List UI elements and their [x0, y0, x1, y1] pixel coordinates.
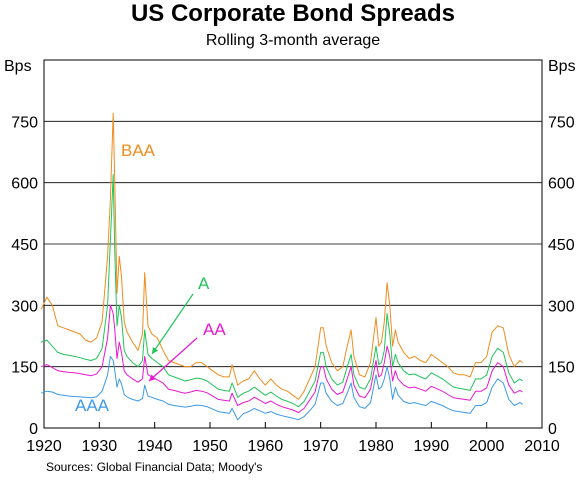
- y-tick-right-600: 600: [548, 176, 575, 193]
- plot-frame: [43, 59, 543, 429]
- x-tick-label-1960: 1960: [248, 438, 284, 455]
- chart-title: US Corporate Bond Spreads: [130, 0, 456, 27]
- x-tick-label-2000: 2000: [469, 438, 505, 455]
- x-tick-label-1940: 1940: [137, 438, 173, 455]
- annotation-label-baa: BAA: [121, 141, 156, 160]
- y-tick-right-300: 300: [548, 298, 575, 315]
- x-tick-label-1950: 1950: [192, 438, 228, 455]
- y-tick-left-450: 450: [11, 237, 38, 254]
- source-note: Sources: Global Financial Data; Moody's: [46, 460, 263, 474]
- x-tick-label-1920: 1920: [26, 438, 62, 455]
- y-tick-right-150: 150: [548, 360, 575, 377]
- series-line-aaa: [41, 355, 523, 421]
- series-line-a: [41, 174, 523, 408]
- x-tick-label-1930: 1930: [82, 438, 118, 455]
- y-tick-left-300: 300: [11, 298, 38, 315]
- x-tick-label-1970: 1970: [303, 438, 339, 455]
- y-tick-left-150: 150: [11, 360, 38, 377]
- annotation-label-aa: AA: [203, 320, 226, 339]
- x-tick-label-1980: 1980: [358, 438, 394, 455]
- x-tick-label-1990: 1990: [414, 438, 450, 455]
- right-axis-unit: Bps: [548, 58, 576, 75]
- chart-subtitle: Rolling 3-month average: [205, 32, 381, 49]
- annotation-label-aaa: AAA: [75, 396, 110, 415]
- arrow-a-head: [152, 347, 159, 354]
- x-tick-label-2010: 2010: [524, 438, 560, 455]
- y-tick-left-750: 750: [11, 114, 38, 131]
- y-tick-right-750: 750: [548, 114, 575, 131]
- left-axis-unit: Bps: [4, 58, 32, 75]
- y-tick-left-600: 600: [11, 176, 38, 193]
- y-tick-right-0: 0: [548, 421, 557, 438]
- y-tick-left-0: 0: [29, 421, 38, 438]
- arrow-a: [151, 293, 194, 355]
- y-tick-right-450: 450: [548, 237, 575, 254]
- series-line-aa: [41, 304, 523, 413]
- arrow-aa-head: [149, 374, 156, 381]
- series-line-baa: [40, 112, 523, 400]
- annotation-label-a: A: [198, 274, 210, 293]
- arrow-aa: [148, 337, 198, 382]
